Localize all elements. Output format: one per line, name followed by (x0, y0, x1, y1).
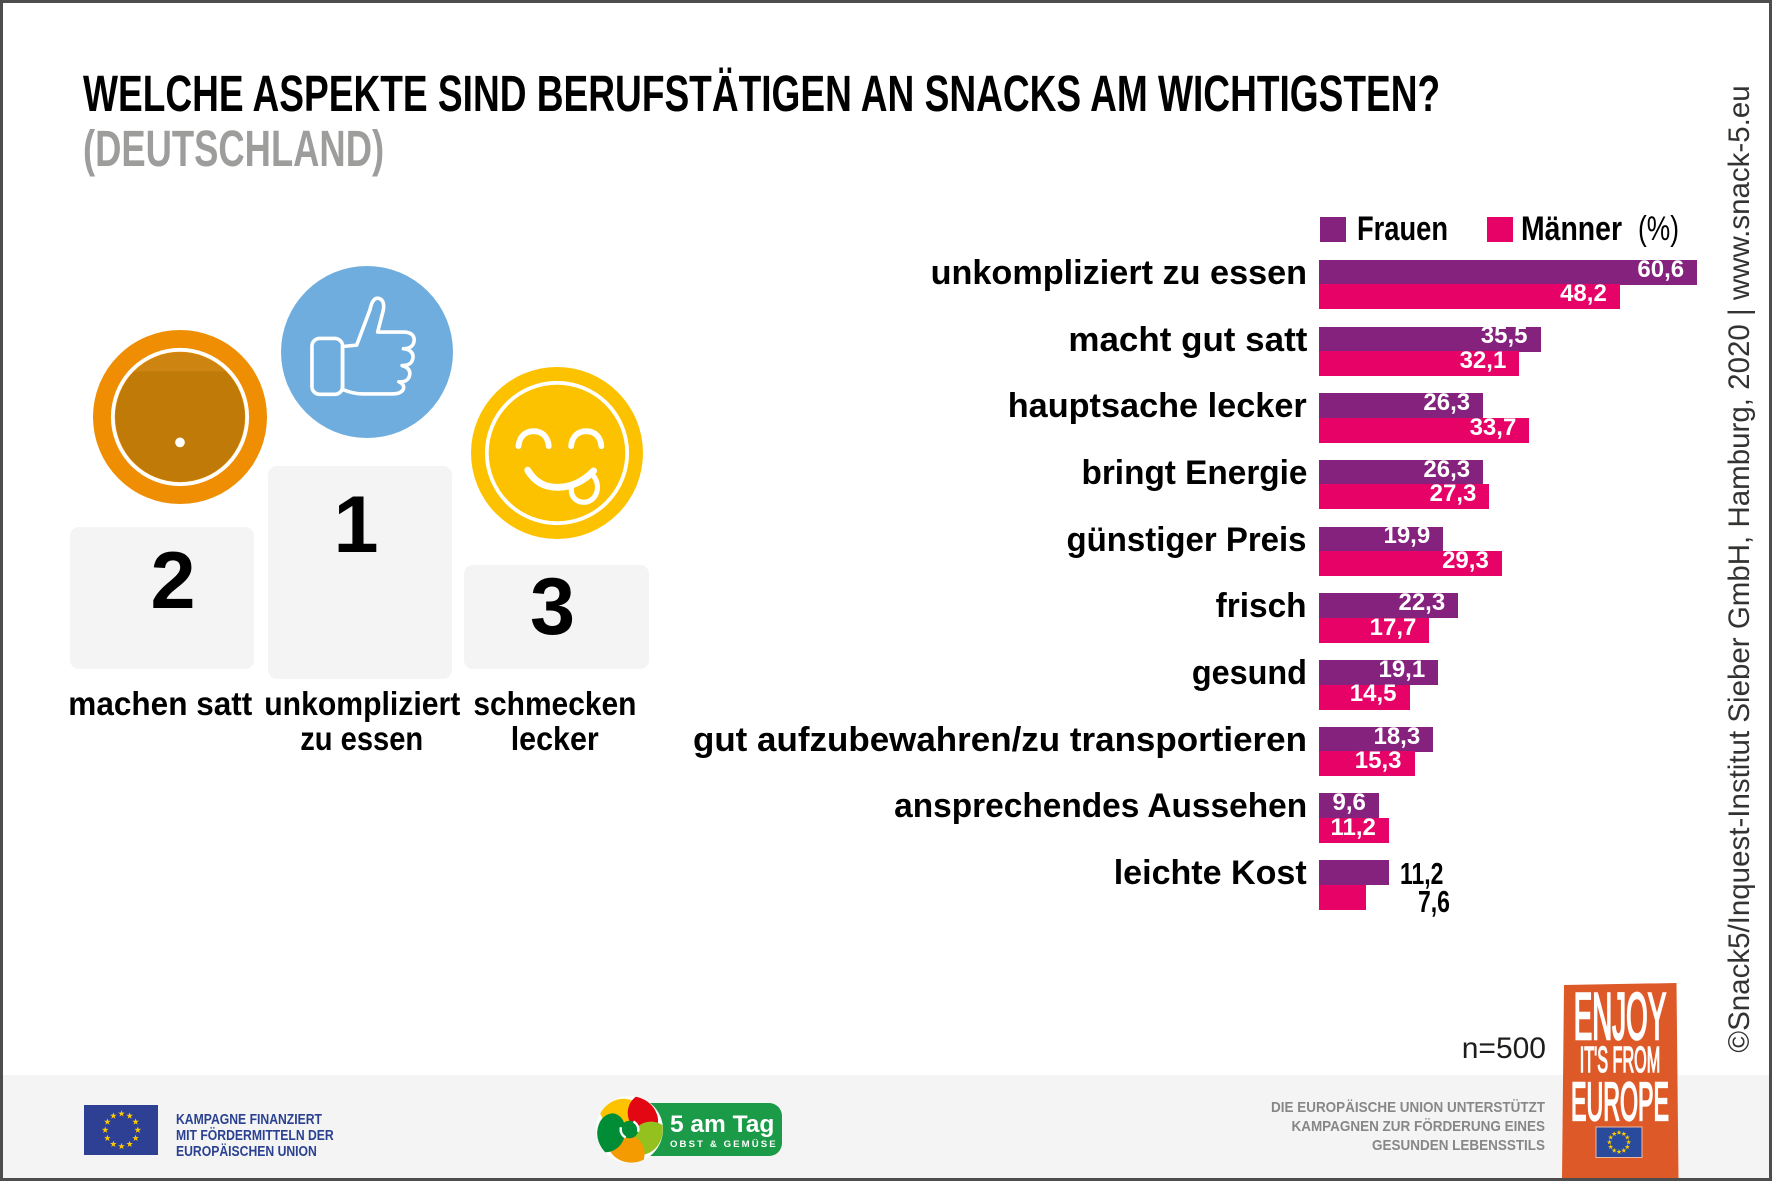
svg-text:OBST & GEMÜSE: OBST & GEMÜSE (670, 1139, 778, 1150)
svg-text:IT'S FROM: IT'S FROM (1580, 1040, 1660, 1080)
svg-text:5 am Tag: 5 am Tag (670, 1111, 774, 1138)
svg-text:ENJOY: ENJOY (1574, 980, 1666, 1053)
svg-text:EUROPE: EUROPE (1571, 1071, 1669, 1132)
